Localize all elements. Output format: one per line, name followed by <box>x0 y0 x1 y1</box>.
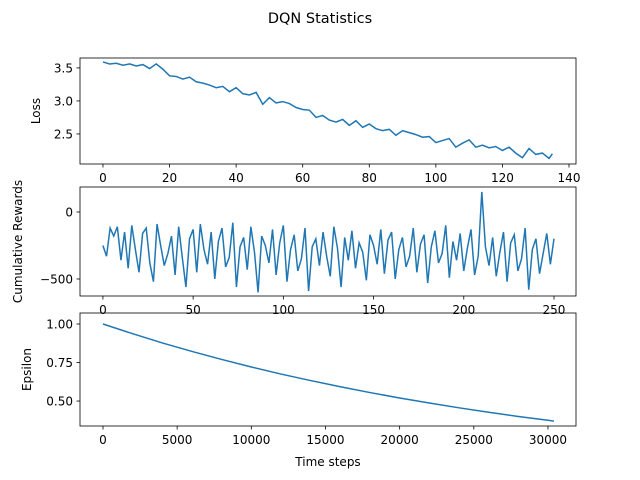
y-tick-label: 3.0 <box>54 94 73 108</box>
x-tick-label: 10000 <box>232 433 270 447</box>
x-tick-label: 120 <box>491 171 514 185</box>
x-tick-label: 0 <box>99 303 107 317</box>
x-tick-label: 200 <box>452 303 475 317</box>
data-line <box>102 323 554 422</box>
y-axis-label: Epsilon <box>20 348 34 391</box>
axes-frame <box>79 312 577 427</box>
x-tick-label: 0 <box>99 433 107 447</box>
x-tick-label: 5000 <box>162 433 193 447</box>
x-tick-label: 100 <box>272 303 295 317</box>
y-axis-label: Loss <box>29 98 43 124</box>
data-line <box>102 61 553 160</box>
x-tick-label: 40 <box>228 171 243 185</box>
x-axis-label: Time steps <box>294 455 360 469</box>
axes-frame <box>79 186 577 297</box>
x-tick-label: 150 <box>362 303 385 317</box>
x-tick-label: 60 <box>295 171 310 185</box>
x-tick-label: 15000 <box>306 433 344 447</box>
y-tick-label: 0.50 <box>46 395 73 409</box>
x-tick-label: 20 <box>162 171 177 185</box>
figure-title: DQN Statistics <box>268 11 372 27</box>
x-tick-label: 250 <box>543 303 566 317</box>
axes-frame <box>79 57 577 165</box>
y-tick-label: 3.5 <box>54 61 73 75</box>
x-tick-label: 30000 <box>529 433 567 447</box>
y-tick-label: 1.00 <box>46 318 73 332</box>
x-tick-label: 20000 <box>381 433 419 447</box>
x-tick-label: 50 <box>185 303 200 317</box>
y-tick-label: 0 <box>65 205 73 219</box>
y-tick-label: 0.75 <box>46 356 73 370</box>
x-tick-label: 25000 <box>455 433 493 447</box>
x-tick-label: 100 <box>424 171 447 185</box>
x-tick-label: 80 <box>362 171 377 185</box>
x-tick-label: 140 <box>558 171 581 185</box>
data-line <box>102 191 555 293</box>
y-axis-label: Cumulative Rewards <box>11 180 25 303</box>
y-tick-label: −500 <box>40 272 73 286</box>
y-tick-label: 2.5 <box>54 127 73 141</box>
x-tick-label: 0 <box>99 171 107 185</box>
